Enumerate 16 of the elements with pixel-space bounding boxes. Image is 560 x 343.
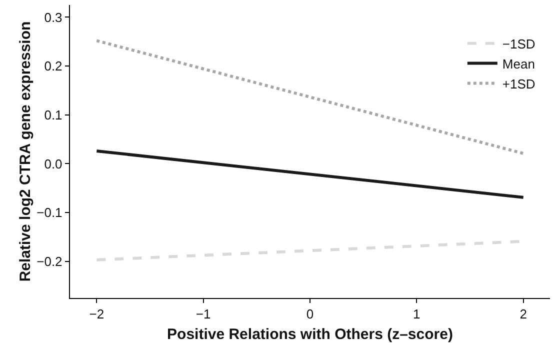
y-tick-label: −0.2 [36, 254, 62, 269]
x-tick-label: −2 [89, 306, 104, 322]
y-tick-label: −0.1 [36, 205, 62, 220]
x-tick-label: 2 [520, 306, 527, 322]
x-tick-label: 0 [306, 306, 314, 322]
y-tick-label: 0.1 [44, 107, 62, 122]
x-axis-title: Positive Relations with Others (z–score) [167, 326, 453, 343]
legend-label: +1SD [502, 76, 536, 92]
y-axis-title: Relative log2 CTRA gene expression [16, 21, 34, 282]
y-tick-label: 0.3 [44, 10, 62, 25]
y-tick-label: 0.2 [44, 58, 62, 74]
x-tick-label: −1 [196, 306, 211, 322]
legend-label: −1SD [502, 36, 536, 52]
y-tick-label: 0.0 [44, 156, 62, 172]
x-tick-label: 1 [413, 306, 420, 322]
legend-label: Mean [502, 56, 535, 72]
